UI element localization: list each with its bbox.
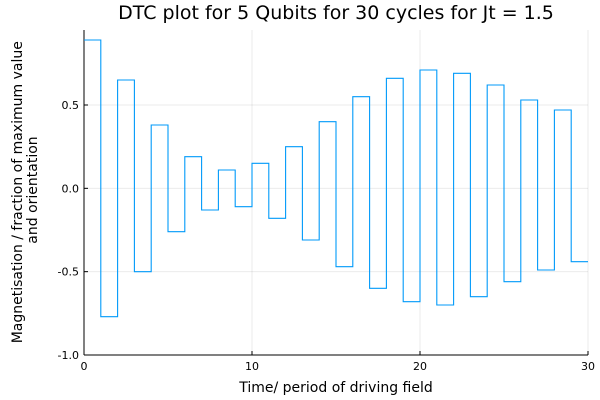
y-axis-label-line-2: and orientation: [25, 136, 41, 243]
chart-title: DTC plot for 5 Qubits for 30 cycles for …: [118, 2, 554, 24]
y-tick-label-2: 0.0: [62, 182, 80, 195]
x-tick-label-1: 10: [245, 360, 259, 373]
y-axis-label: Magnetisation / fraction of maximum valu…: [10, 37, 41, 344]
y-tick-label-0: -1.0: [58, 349, 79, 362]
series-0-line: [84, 39, 588, 318]
x-axis-label: Time/ period of driving field: [238, 380, 433, 396]
series-group: [84, 39, 588, 318]
tick-labels: 0 10 20 30 -1.0 -0.5 0.0 0.5: [58, 99, 595, 373]
y-tick-label-1: -0.5: [58, 266, 79, 279]
y-tick-label-3: 0.5: [62, 99, 80, 112]
y-axis-label-line-1: Magnetisation / fraction of maximum valu…: [10, 41, 26, 343]
x-tick-label-2: 20: [413, 360, 427, 373]
x-tick-label-3: 30: [581, 360, 595, 373]
x-tick-label-0: 0: [81, 360, 88, 373]
axes: [83, 30, 589, 356]
